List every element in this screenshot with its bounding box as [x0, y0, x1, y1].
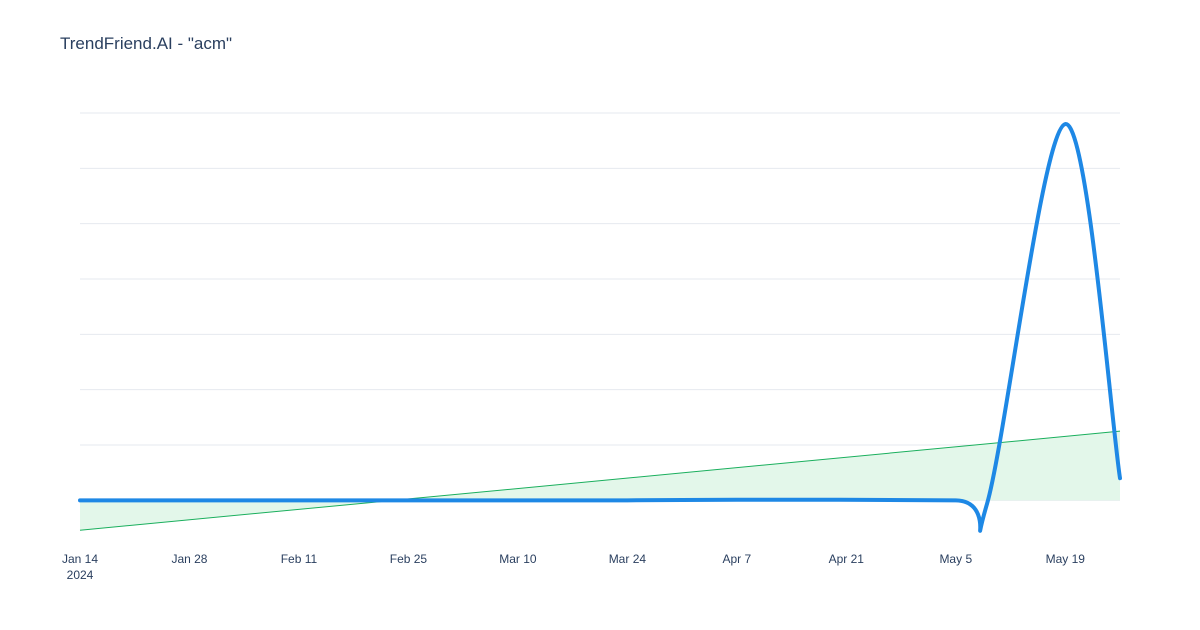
x-tick-label: Mar 24 — [609, 552, 647, 566]
x-tick-label: Mar 10 — [499, 552, 537, 566]
x-tick-label: Jan 28 — [171, 552, 207, 566]
main-line — [78, 122, 1122, 533]
x-tick-label: Apr 21 — [829, 552, 865, 566]
x-tick-label: Feb 11 — [281, 552, 318, 566]
y-gridlines — [80, 112, 1120, 501]
x-tick-year-label: 2024 — [67, 568, 94, 582]
x-tick-label: Apr 7 — [722, 552, 751, 566]
chart-title: TrendFriend.AI - "acm" — [60, 34, 233, 53]
x-tick-label: Feb 25 — [390, 552, 428, 566]
main-series — [78, 122, 1122, 533]
x-tick-label: Jan 14 — [62, 552, 98, 566]
x-tick-label: May 19 — [1046, 552, 1086, 566]
x-axis-ticks: Jan 14 2024 Jan 28 Feb 11 Feb 25 Mar 10 Mar 24… — [62, 552, 1085, 582]
x-tick-label: May 5 — [939, 552, 972, 566]
trend-line — [79, 430, 1121, 531]
trend-series — [79, 430, 1121, 531]
